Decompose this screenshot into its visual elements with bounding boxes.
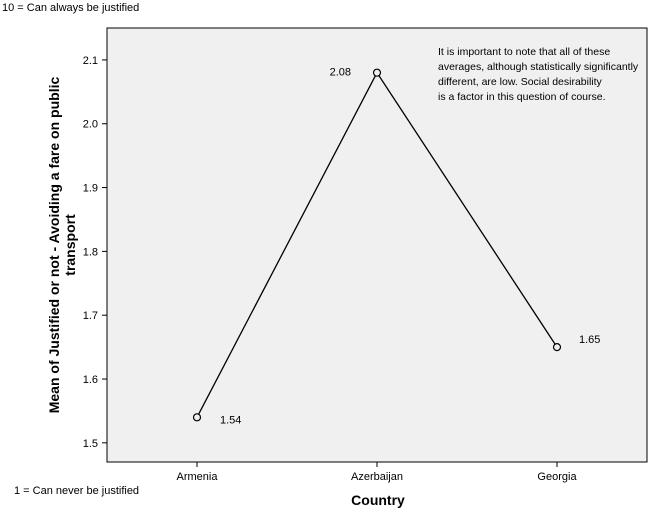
data-points xyxy=(192,68,562,422)
annotation-line-1: It is important to note that all of thes… xyxy=(438,46,610,58)
annotation-line-2: averages, although statistically signifi… xyxy=(438,61,639,73)
data-point-marker xyxy=(372,68,382,77)
y-tick-label: 1.5 xyxy=(83,438,98,450)
scale-note-bottom: 1 = Can never be justified xyxy=(14,485,139,497)
x-tick-label: Armenia xyxy=(177,471,219,483)
plot-area xyxy=(106,27,648,463)
x-axis: Armenia Azerbaijan Georgia xyxy=(177,462,577,483)
x-axis-title: Country xyxy=(351,492,405,508)
annotation-line-4: is a factor in this question of course. xyxy=(438,91,606,103)
y-tick-label: 1.6 xyxy=(83,374,98,386)
data-label: 2.08 xyxy=(330,67,351,79)
y-axis: 1.5 1.6 1.7 1.8 1.9 2.0 2.1 xyxy=(83,55,107,450)
x-tick-label: Azerbaijan xyxy=(351,471,403,483)
y-axis-title-line-2: transport xyxy=(62,214,78,276)
annotation-line-3: different, are low. Social desirability xyxy=(438,76,603,88)
y-tick-label: 2.0 xyxy=(83,119,98,131)
data-label: 1.65 xyxy=(579,334,600,346)
data-label: 1.54 xyxy=(220,414,241,426)
scale-note-top: 10 = Can always be justified xyxy=(2,2,139,14)
x-tick-label: Georgia xyxy=(537,471,577,483)
y-tick-label: 1.7 xyxy=(83,310,98,322)
data-point-marker xyxy=(192,413,202,422)
data-point-marker xyxy=(552,343,562,352)
y-axis-title-line-1: Mean of Justified or not - Avoiding a fa… xyxy=(46,77,62,414)
y-tick-label: 1.9 xyxy=(83,183,98,195)
y-tick-label: 1.8 xyxy=(83,246,98,258)
y-tick-label: 2.1 xyxy=(83,55,98,67)
data-labels: 1.54 2.08 1.65 xyxy=(220,67,600,427)
